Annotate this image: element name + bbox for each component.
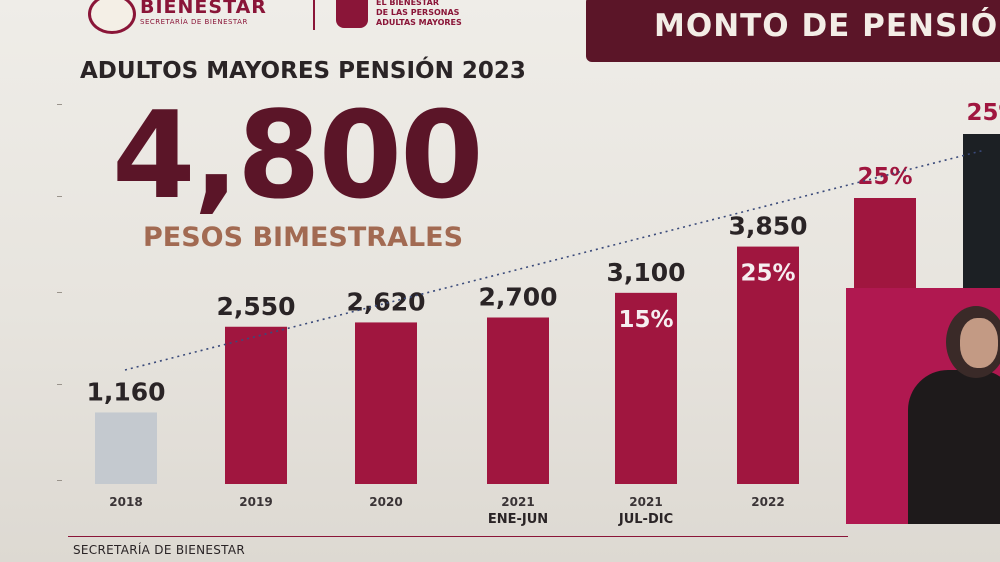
pension-amount: 4,800 [112,87,484,226]
sign-language-interpreter-video [846,288,1000,524]
bar-value-label: 3,100 [606,258,685,287]
bar-increase-label: 25% [740,261,795,287]
logo-subtext: SECRETARÍA DE BIENESTAR [140,18,248,26]
bar-4 [615,292,677,484]
category-label: 2021 [629,495,662,509]
interpreter-body [908,370,1000,524]
ruler-tick [57,104,62,105]
category-label: 2021 [501,495,534,509]
program-logo-icon [336,0,368,28]
bar-increase-label: 15% [618,307,673,333]
bar-increase-label: 25% [966,100,1000,126]
program-line-3: ADULTAS MAYORES [376,18,462,27]
program-line-1: EL BIENESTAR [376,0,439,7]
footer-text: SECRETARÍA DE BIENESTAR [73,543,246,557]
ruler-tick [57,292,62,293]
bar-1 [225,326,287,484]
category-label: 2022 [751,495,784,509]
bar-value-label: 2,620 [346,287,425,316]
amount-unit: PESOS BIMESTRALES [143,222,464,253]
government-seal-icon [88,0,136,34]
bar-value-label: 2,550 [216,292,295,321]
category-sublabel: JUL-DIC [618,512,673,527]
page-subtitle: ADULTOS MAYORES PENSIÓN 2023 [80,58,526,84]
footer-divider [68,536,848,537]
ruler-tick [57,384,62,385]
bar-0 [95,412,157,484]
category-label: 2019 [239,495,272,509]
bar-value-label: 1,160 [86,377,165,406]
ruler-tick [57,196,62,197]
bar-value-label: 2,700 [478,283,557,312]
title-banner [586,0,1000,62]
banner-title: MONTO DE PENSIÓN [654,8,1000,44]
logo-divider [313,0,315,30]
category-sublabel: ENE-JUN [488,512,548,527]
interpreter-face [960,318,998,368]
program-line-2: DE LAS PERSONAS [376,8,460,17]
trend-line [124,149,986,371]
ruler-tick [57,480,62,481]
category-label: 2018 [109,495,142,509]
bar-3 [487,317,549,484]
bar-2 [355,322,417,484]
category-label: 2020 [369,495,402,509]
program-name: EL BIENESTAR DE LAS PERSONAS ADULTAS MAY… [376,0,462,28]
bar-5 [737,246,799,484]
logo-text: BIENESTAR [140,0,267,18]
bar-value-label: 3,850 [728,212,807,241]
bar-increase-label: 25% [857,164,912,190]
